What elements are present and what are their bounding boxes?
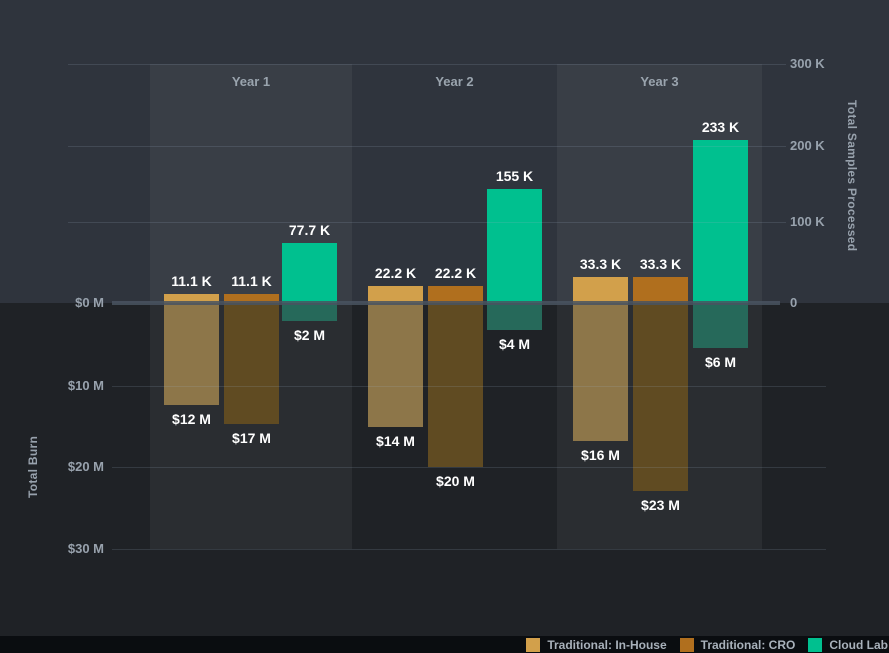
legend: Traditional: In-House Traditional: CRO Clo… xyxy=(526,636,889,653)
bar-in-house-burn-year-3[interactable] xyxy=(573,303,628,441)
gridline-burn-10M xyxy=(112,386,826,387)
gridline-samples-100K xyxy=(68,222,786,223)
legend-bar xyxy=(0,636,889,653)
burn-value-label: $23 M xyxy=(641,497,680,513)
legend-label: Traditional: In-House xyxy=(547,637,667,652)
bar-cloud-lab-samples-year-3[interactable] xyxy=(693,140,748,303)
samples-value-label: 155 K xyxy=(495,168,534,184)
right-axis-title: Total Samples Processed xyxy=(845,100,859,252)
samples-value-label: 22.2 K xyxy=(434,265,477,281)
right-axis-tick: 300 K xyxy=(790,56,825,71)
legend-item-in-house[interactable]: Traditional: In-House xyxy=(526,637,667,652)
bar-in-house-burn-year-1[interactable] xyxy=(164,303,219,405)
gridline-samples-200K xyxy=(68,146,786,147)
bar-cloud-lab-samples-year-1[interactable] xyxy=(282,243,337,303)
samples-value-label: 22.2 K xyxy=(374,265,417,281)
legend-item-cro[interactable]: Traditional: CRO xyxy=(679,637,796,652)
burn-value-label: $6 M xyxy=(704,354,737,370)
bar-cro-burn-year-2[interactable] xyxy=(428,303,483,467)
cloud-lab-swatch-icon xyxy=(808,637,823,652)
left-axis-title: Total Burn xyxy=(26,435,40,498)
gridline-burn-30M xyxy=(112,549,826,550)
bar-cro-burn-year-1[interactable] xyxy=(224,303,279,424)
burn-value-label: $14 M xyxy=(376,433,415,449)
bar-cro-burn-year-3[interactable] xyxy=(633,303,688,491)
bar-cro-samples-year-2[interactable] xyxy=(428,286,483,303)
burn-value-label: $12 M xyxy=(172,411,211,427)
bar-in-house-samples-year-2[interactable] xyxy=(368,286,423,303)
bar-cloud-lab-samples-year-2[interactable] xyxy=(487,189,542,303)
bar-cloud-lab-burn-year-1[interactable] xyxy=(282,303,337,321)
bar-in-house-samples-year-1[interactable] xyxy=(164,294,219,303)
left-axis-tick: $0 M xyxy=(75,295,104,310)
samples-value-label: 11.1 K xyxy=(231,273,272,289)
right-axis-tick: 0 xyxy=(790,295,798,310)
right-axis-tick: 100 K xyxy=(790,214,825,229)
left-axis-tick: $30 M xyxy=(67,541,104,556)
burn-value-label: $16 M xyxy=(581,447,620,463)
right-axis-tick: 200 K xyxy=(790,138,825,153)
samples-value-label: 77.7 K xyxy=(288,222,331,238)
left-axis-tick: $20 M xyxy=(67,459,104,474)
burn-value-label: $4 M xyxy=(498,336,531,352)
samples-value-label: 233 K xyxy=(701,119,740,135)
legend-item-cloud-lab[interactable]: Cloud Lab xyxy=(808,637,888,652)
burn-value-label: $20 M xyxy=(436,473,475,489)
cro-swatch-icon xyxy=(679,637,694,652)
bar-in-house-burn-year-2[interactable] xyxy=(368,303,423,427)
bar-cloud-lab-burn-year-3[interactable] xyxy=(693,303,748,348)
in-house-swatch-icon xyxy=(526,637,541,652)
bar-cloud-lab-burn-year-2[interactable] xyxy=(487,303,542,330)
category-label-year-2: Year 2 xyxy=(435,74,474,89)
samples-value-label: 11.1 K xyxy=(171,273,212,289)
burn-value-label: $17 M xyxy=(232,430,271,446)
zero-baseline xyxy=(112,301,780,305)
legend-label: Traditional: CRO xyxy=(700,637,796,652)
left-axis-tick: $10 M xyxy=(67,378,104,393)
gridline-samples-300K xyxy=(68,64,786,65)
bar-cro-samples-year-1[interactable] xyxy=(224,294,279,303)
burn-value-label: $2 M xyxy=(293,327,326,343)
samples-value-label: 33.3 K xyxy=(579,256,622,272)
samples-value-label: 33.3 K xyxy=(639,256,682,272)
gridline-burn-20M xyxy=(112,467,826,468)
legend-label: Cloud Lab xyxy=(829,637,888,652)
bar-cro-samples-year-3[interactable] xyxy=(633,277,688,303)
category-label-year-1: Year 1 xyxy=(231,74,271,89)
bar-in-house-samples-year-3[interactable] xyxy=(573,277,628,303)
category-label-year-3: Year 3 xyxy=(640,74,679,89)
